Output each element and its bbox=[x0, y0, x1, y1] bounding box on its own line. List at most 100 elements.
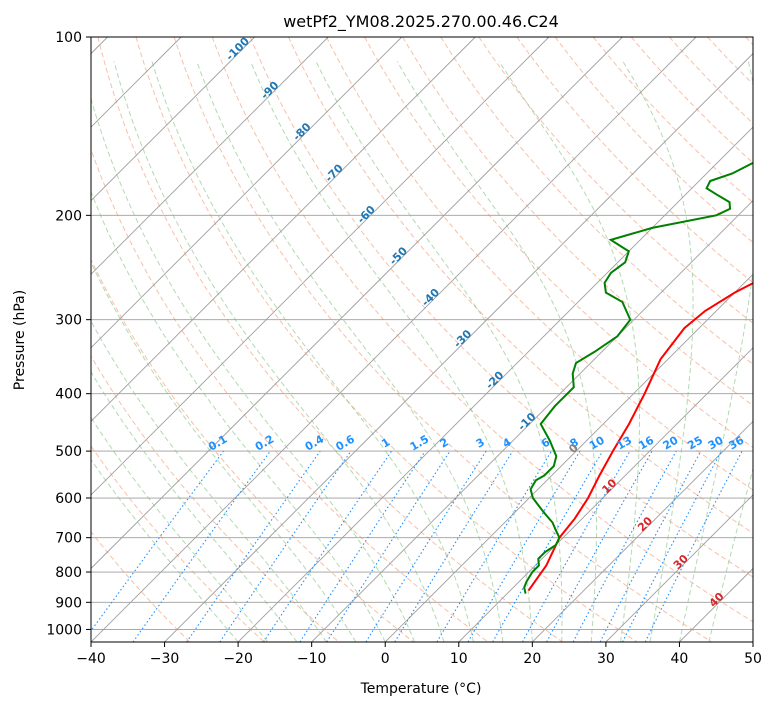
moist-adiabat-line bbox=[91, 458, 239, 642]
isotherm-line bbox=[91, 37, 550, 496]
isotherm-label: -100 bbox=[223, 34, 252, 63]
dry-adiabat-line bbox=[135, 37, 638, 642]
dry-adiabat-line bbox=[707, 37, 753, 85]
isotherm-line bbox=[91, 37, 329, 275]
moist-adiabat-line bbox=[91, 261, 357, 642]
y-tick-label: 800 bbox=[55, 565, 82, 581]
moist-adiabat-line bbox=[678, 61, 753, 642]
moist-adiabat-line bbox=[250, 61, 533, 642]
y-tick-label: 200 bbox=[55, 208, 82, 224]
isotherm-line bbox=[679, 567, 753, 642]
moist-adiabat-line bbox=[498, 61, 640, 642]
dry-adiabat-line bbox=[326, 37, 753, 491]
mixing-ratio-line bbox=[132, 450, 271, 642]
mixing-ratio-label: 10 bbox=[587, 433, 607, 452]
mixing-ratio-label: 1.5 bbox=[408, 433, 431, 454]
isotherm-line bbox=[237, 126, 753, 642]
isotherm-line bbox=[458, 347, 753, 642]
y-axis-label: Pressure (hPa) bbox=[12, 290, 28, 390]
dry-adiabat-line bbox=[554, 37, 753, 244]
dry-adiabat-line bbox=[630, 37, 753, 164]
mixing-ratio-label: 0.2 bbox=[253, 433, 276, 454]
mixing-ratio-label: 3 bbox=[474, 436, 487, 451]
dry-adiabat-line bbox=[97, 37, 563, 642]
dry-adiabat-line bbox=[91, 445, 265, 642]
isotherm-line bbox=[164, 52, 753, 642]
isotherm-label: -70 bbox=[323, 161, 346, 184]
mixing-ratio-line bbox=[326, 450, 451, 642]
x-tick-label: −40 bbox=[76, 651, 106, 667]
y-tick-label: 900 bbox=[55, 595, 82, 611]
moist-adiabat-line bbox=[151, 61, 474, 642]
dry-adiabat-line bbox=[745, 37, 753, 46]
isotherm-label: -50 bbox=[387, 244, 410, 267]
dewpoint-profile-line bbox=[523, 161, 753, 594]
x-tick-label: −10 bbox=[297, 651, 327, 667]
mixing-ratio-line bbox=[219, 450, 352, 642]
mixing-ratio-line bbox=[644, 450, 743, 642]
x-tick-label: 50 bbox=[744, 651, 762, 667]
mixing-ratio-line bbox=[186, 450, 321, 642]
isotherm-line bbox=[752, 641, 753, 642]
dry-adiabat-line bbox=[402, 37, 753, 407]
dry-adiabat-line bbox=[364, 37, 753, 449]
moist-adiabat-line bbox=[91, 320, 327, 642]
background-lines bbox=[91, 37, 753, 642]
dry-adiabat-label: 40 bbox=[707, 590, 727, 610]
mixing-ratio-label: 13 bbox=[614, 434, 634, 453]
dry-adiabat-line bbox=[516, 37, 753, 284]
dry-adiabat-line bbox=[592, 37, 753, 204]
x-tick-label: 10 bbox=[450, 651, 468, 667]
mixing-ratio-line bbox=[467, 450, 581, 642]
temperature-profile-line bbox=[527, 281, 753, 592]
y-tick-label: 600 bbox=[55, 491, 82, 507]
x-tick-label: −30 bbox=[150, 651, 180, 667]
x-tick-label: 30 bbox=[597, 651, 615, 667]
isotherm-line bbox=[605, 494, 753, 642]
x-axis-label: Temperature (°C) bbox=[360, 681, 482, 697]
x-tick-label: 40 bbox=[671, 651, 689, 667]
moist-adiabat-line bbox=[315, 61, 563, 642]
mixing-ratio-label: 4 bbox=[500, 435, 513, 450]
mixing-ratio-line bbox=[394, 450, 514, 642]
mixing-ratio-label: 0.6 bbox=[334, 432, 358, 453]
isotherm-line bbox=[91, 37, 476, 422]
moist-adiabat-line bbox=[396, 61, 598, 642]
dry-adiabat-line bbox=[287, 37, 753, 534]
x-tick-label: −20 bbox=[223, 651, 253, 667]
mixing-ratio-line bbox=[572, 450, 677, 642]
mixing-ratio-label: 30 bbox=[706, 433, 726, 452]
isotherm-line bbox=[91, 37, 255, 202]
moist-adiabat-line bbox=[91, 190, 386, 642]
isotherm-line bbox=[91, 37, 697, 642]
plot-frame bbox=[90, 36, 754, 643]
isotherm-label: -60 bbox=[355, 203, 378, 226]
isotherm-label: -10 bbox=[515, 410, 538, 433]
x-tick-label: 0 bbox=[381, 651, 390, 667]
y-tick-label: 700 bbox=[55, 531, 82, 547]
moist-adiabat-line bbox=[708, 466, 753, 642]
isotherm-line bbox=[91, 37, 623, 570]
mixing-ratio-line bbox=[522, 450, 631, 642]
dry-adiabat-line bbox=[91, 531, 191, 642]
y-tick-label: 300 bbox=[55, 313, 82, 329]
mixing-ratio-label: 1 bbox=[379, 436, 392, 451]
moist-adiabat-line bbox=[622, 61, 694, 642]
moist-adiabat-line bbox=[91, 96, 416, 642]
y-tick-label: 500 bbox=[55, 444, 82, 460]
y-tick-label: 1000 bbox=[46, 622, 82, 638]
dry-adiabat-line bbox=[91, 148, 489, 642]
mixing-ratio-label: 2 bbox=[438, 436, 451, 451]
isotherm-line bbox=[384, 273, 753, 642]
profile-lines bbox=[523, 161, 753, 594]
mixing-ratio-line bbox=[599, 450, 702, 642]
dry-adiabat-line bbox=[249, 37, 753, 578]
chart-title: wetPf2_YM08.2025.270.00.46.C24 bbox=[283, 12, 559, 32]
moist-adiabat-line bbox=[113, 61, 445, 642]
isotherm-label: -30 bbox=[451, 327, 474, 350]
mixing-ratio-line bbox=[546, 450, 653, 642]
moist-adiabat-line bbox=[196, 61, 504, 642]
dry-adiabat-line bbox=[211, 37, 753, 623]
y-tick-label: 400 bbox=[55, 387, 82, 403]
